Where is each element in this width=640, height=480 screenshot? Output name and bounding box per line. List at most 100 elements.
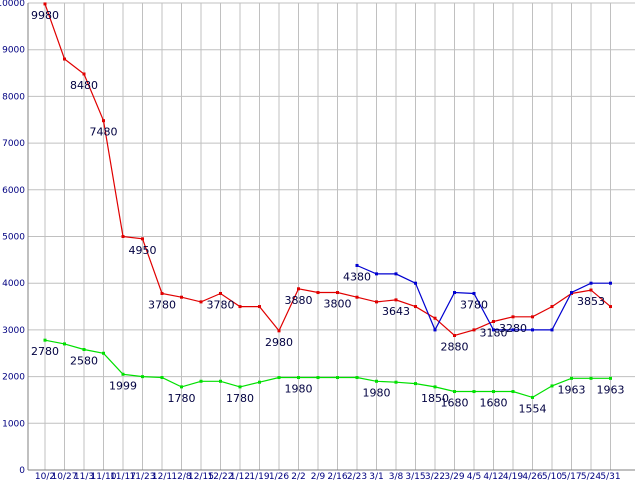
data-label: 2880 xyxy=(441,341,469,354)
data-point xyxy=(63,57,66,61)
data-point xyxy=(82,72,86,76)
data-point xyxy=(414,305,417,309)
chart-grid xyxy=(28,2,635,471)
data-label: 8480 xyxy=(70,79,98,92)
data-label: 3780 xyxy=(207,298,235,311)
x-tick-label: 11/3 xyxy=(74,472,94,480)
data-point xyxy=(433,385,437,389)
x-tick-label: 5/10 xyxy=(542,472,562,480)
x-tick-label: 11/10 xyxy=(91,472,117,480)
data-point xyxy=(609,281,612,285)
x-tick-label: 4/19 xyxy=(503,472,523,480)
data-label: 1963 xyxy=(597,383,625,396)
data-point xyxy=(336,376,339,380)
data-labels: 9980 8480 7480 4950 3780 3780 2980 3880 3800 3643… xyxy=(31,9,625,415)
data-point xyxy=(355,376,359,380)
data-point xyxy=(336,291,339,295)
data-point xyxy=(453,390,456,394)
data-point xyxy=(453,291,456,295)
y-tick-label: 2000 xyxy=(2,373,25,383)
data-point xyxy=(570,376,573,380)
data-point xyxy=(375,300,378,304)
data-label: 3180 xyxy=(480,326,508,339)
x-tick-label: 1/19 xyxy=(249,472,269,480)
data-point xyxy=(141,237,144,241)
chart-axes xyxy=(27,3,635,471)
data-point xyxy=(550,305,554,309)
x-tick-label: 2/23 xyxy=(347,472,367,480)
data-label: 4380 xyxy=(343,270,371,283)
data-point xyxy=(102,119,105,123)
x-tick-label: 3/22 xyxy=(425,472,445,480)
data-point xyxy=(531,395,534,399)
y-tick-label: 5000 xyxy=(2,233,25,243)
data-label: 1554 xyxy=(519,402,547,415)
data-point xyxy=(433,316,437,320)
x-tick-label: 3/1 xyxy=(369,472,383,480)
data-point xyxy=(589,288,593,292)
y-tick-label: 0 xyxy=(19,466,25,476)
data-point xyxy=(394,380,398,384)
data-point xyxy=(180,295,183,299)
x-tick-label: 11/23 xyxy=(130,472,156,480)
series-line xyxy=(44,3,611,337)
data-point xyxy=(238,385,242,389)
data-point xyxy=(492,319,495,323)
data-point xyxy=(82,348,86,352)
data-label: 1980 xyxy=(285,383,313,396)
data-point xyxy=(414,382,417,386)
data-point xyxy=(492,390,495,394)
data-point xyxy=(219,379,222,383)
data-point xyxy=(238,305,242,309)
data-label: 1780 xyxy=(226,392,254,405)
series-2 xyxy=(43,338,612,399)
data-point xyxy=(453,334,456,338)
data-label: 3643 xyxy=(382,305,410,318)
data-point xyxy=(609,376,612,380)
data-point xyxy=(550,384,554,388)
series-0 xyxy=(43,2,612,338)
data-point xyxy=(277,329,281,333)
y-tick-label: 7000 xyxy=(2,139,25,149)
data-label: 1999 xyxy=(109,379,137,392)
x-tick-label: 5/17 xyxy=(561,472,581,480)
data-point xyxy=(102,351,105,355)
data-point xyxy=(43,338,47,342)
x-tick-label: 12/8 xyxy=(171,472,191,480)
data-point xyxy=(297,287,300,291)
series-1 xyxy=(355,263,612,332)
data-label: 9980 xyxy=(31,9,59,22)
data-point xyxy=(492,328,495,332)
x-tick-label: 2/2 xyxy=(291,472,305,480)
data-point xyxy=(511,328,515,332)
data-point xyxy=(355,263,359,267)
data-point xyxy=(219,291,222,295)
x-tick-label: 12/1 xyxy=(152,472,172,480)
x-tick-label: 11/17 xyxy=(110,472,136,480)
data-label: 3880 xyxy=(285,294,313,307)
data-point xyxy=(414,281,417,285)
data-label: 1980 xyxy=(363,386,391,399)
series-line xyxy=(356,264,611,332)
data-point xyxy=(297,376,300,380)
x-tick-label: 3/8 xyxy=(389,472,404,480)
data-point xyxy=(472,291,476,295)
data-point xyxy=(121,235,125,238)
data-point xyxy=(199,300,203,304)
x-tick-label: 5/31 xyxy=(600,472,620,480)
data-point xyxy=(316,376,320,380)
data-point xyxy=(511,390,515,394)
data-point xyxy=(43,2,47,6)
data-point xyxy=(375,379,378,383)
data-point xyxy=(258,380,261,384)
data-point xyxy=(531,328,534,332)
y-tick-label: 3000 xyxy=(2,326,25,336)
data-point xyxy=(121,372,125,376)
data-point xyxy=(511,315,515,319)
data-label: 2780 xyxy=(31,345,59,358)
y-tick-label: 6000 xyxy=(2,186,25,196)
data-label: 4950 xyxy=(129,244,157,257)
series-line xyxy=(44,339,611,399)
